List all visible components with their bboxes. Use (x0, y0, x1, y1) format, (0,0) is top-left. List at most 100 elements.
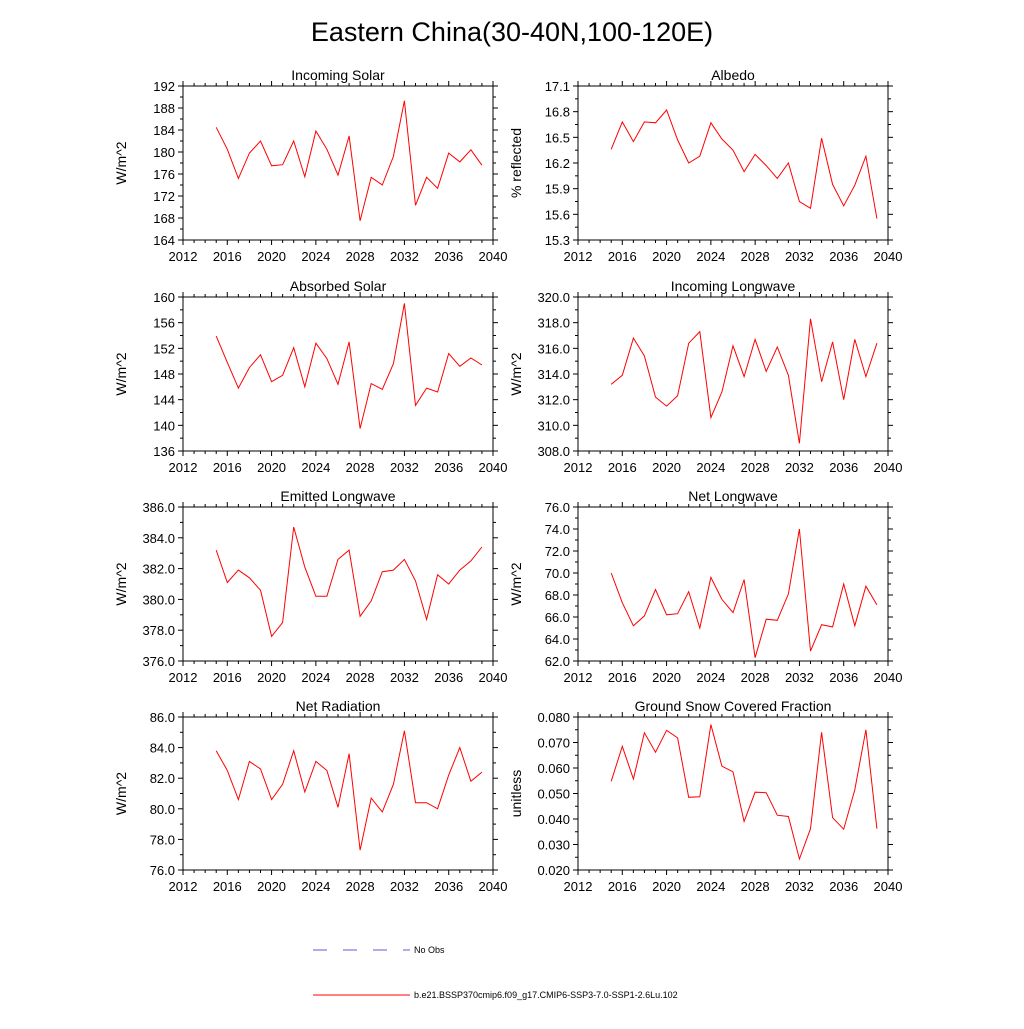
y-tick-label: 148 (153, 367, 175, 382)
series-line (610, 528, 878, 658)
y-tick-label: 312.0 (537, 393, 570, 408)
panel-3: Absorbed Solar 2012 2016 2020 2024 2028 2032 20… (113, 278, 507, 475)
x-tick-label: 2016 (213, 460, 242, 475)
y-tick-label: 16.5 (545, 130, 570, 145)
x-tick-label: 2032 (390, 670, 419, 685)
y-tick-label: 318.0 (537, 316, 570, 331)
y-tick-label: 164 (153, 233, 175, 248)
y-tick-label: 308.0 (537, 444, 570, 459)
y-axis-label: W/m^2 (508, 562, 524, 605)
x-tick-label: 2040 (874, 249, 903, 264)
x-tick-label: 2024 (696, 879, 725, 894)
panel-7: Net Radiation 2012 2016 2020 2024 2028 2032 203… (113, 698, 507, 894)
y-tick-label: 160 (153, 290, 175, 305)
y-tick-label: 382.0 (142, 562, 175, 577)
x-tick-label: 2036 (434, 460, 463, 475)
y-tick-label: 15.6 (545, 207, 570, 222)
plot-frame (182, 85, 494, 241)
x-tick-label: 2016 (213, 670, 242, 685)
series-line (215, 730, 483, 851)
panel-1: Incoming Solar 2012 2016 2020 2024 2028 2032 20… (113, 67, 507, 264)
x-tick-label: 2016 (608, 670, 637, 685)
x-tick-label: 2012 (564, 879, 593, 894)
x-tick-label: 2032 (785, 879, 814, 894)
x-tick-label: 2016 (608, 249, 637, 264)
y-tick-label: 152 (153, 341, 175, 356)
panel-title: Net Longwave (688, 488, 778, 504)
panel-5: Emitted Longwave 2012 2016 2020 2024 2028 2032… (113, 488, 507, 685)
y-tick-label: 0.060 (537, 761, 570, 776)
x-tick-label: 2020 (257, 670, 286, 685)
x-tick-label: 2036 (829, 670, 858, 685)
x-tick-label: 2016 (608, 460, 637, 475)
y-tick-label: 76.0 (150, 863, 175, 878)
series-line (610, 724, 878, 861)
x-tick-label: 2012 (169, 249, 198, 264)
y-axis-label: W/m^2 (113, 141, 129, 184)
panel-title: Ground Snow Covered Fraction (635, 698, 832, 714)
y-tick-label: 0.040 (537, 812, 570, 827)
y-tick-label: 82.0 (150, 771, 175, 786)
panel-title: Net Radiation (296, 698, 381, 714)
series-line (215, 100, 483, 221)
panel-title: Albedo (711, 67, 755, 83)
x-tick-label: 2020 (652, 249, 681, 264)
y-tick-label: 68.0 (545, 588, 570, 603)
y-tick-label: 376.0 (142, 654, 175, 669)
y-tick-label: 78.0 (150, 832, 175, 847)
series-line (610, 318, 878, 444)
y-axis-label: % reflected (508, 128, 524, 198)
x-tick-label: 2032 (785, 460, 814, 475)
y-tick-label: 66.0 (545, 610, 570, 625)
series-line (215, 526, 483, 638)
y-tick-label: 70.0 (545, 566, 570, 581)
x-tick-label: 2032 (785, 249, 814, 264)
x-tick-label: 2028 (346, 249, 375, 264)
x-tick-label: 2024 (301, 879, 330, 894)
x-tick-label: 2020 (257, 249, 286, 264)
x-tick-label: 2028 (346, 460, 375, 475)
x-tick-label: 2028 (346, 670, 375, 685)
x-tick-label: 2036 (434, 879, 463, 894)
x-tick-label: 2036 (829, 879, 858, 894)
y-tick-label: 62.0 (545, 654, 570, 669)
x-tick-label: 2040 (479, 249, 508, 264)
plot-frame (182, 296, 494, 452)
x-tick-label: 2020 (652, 460, 681, 475)
x-tick-label: 2040 (479, 670, 508, 685)
x-tick-label: 2012 (564, 249, 593, 264)
y-tick-label: 144 (153, 393, 175, 408)
y-tick-label: 184 (153, 123, 175, 138)
x-tick-label: 2012 (564, 670, 593, 685)
y-tick-label: 156 (153, 316, 175, 331)
plot-frame (182, 716, 494, 871)
panel-2: Albedo 2012 2016 2020 2024 2028 2032 2036 2040 15… (508, 67, 902, 264)
y-tick-label: 310.0 (537, 418, 570, 433)
y-tick-label: 140 (153, 418, 175, 433)
x-tick-label: 2024 (301, 249, 330, 264)
y-tick-label: 180 (153, 145, 175, 160)
y-tick-label: 316.0 (537, 341, 570, 356)
panel-6: Net Longwave 2012 2016 2020 2024 2028 2032 2036… (508, 488, 902, 685)
x-tick-label: 2024 (301, 670, 330, 685)
x-tick-label: 2028 (741, 879, 770, 894)
y-axis-label: unitless (508, 770, 524, 817)
x-tick-label: 2032 (390, 460, 419, 475)
x-tick-label: 2024 (696, 460, 725, 475)
x-tick-label: 2036 (829, 249, 858, 264)
y-axis-label: W/m^2 (113, 772, 129, 815)
x-tick-label: 2016 (213, 879, 242, 894)
y-tick-label: 15.9 (545, 182, 570, 197)
y-tick-label: 384.0 (142, 531, 175, 546)
x-tick-label: 2032 (785, 670, 814, 685)
series-line (215, 303, 483, 429)
x-tick-label: 2020 (652, 879, 681, 894)
x-tick-label: 2036 (434, 670, 463, 685)
y-tick-label: 172 (153, 189, 175, 204)
x-tick-label: 2020 (652, 670, 681, 685)
y-axis-label: W/m^2 (508, 352, 524, 395)
legend: No Obs b.e21.BSSP370cmip6.f09_g17.CMIP6-… (313, 945, 678, 1000)
x-tick-label: 2040 (479, 879, 508, 894)
panel-title: Emitted Longwave (280, 488, 395, 504)
